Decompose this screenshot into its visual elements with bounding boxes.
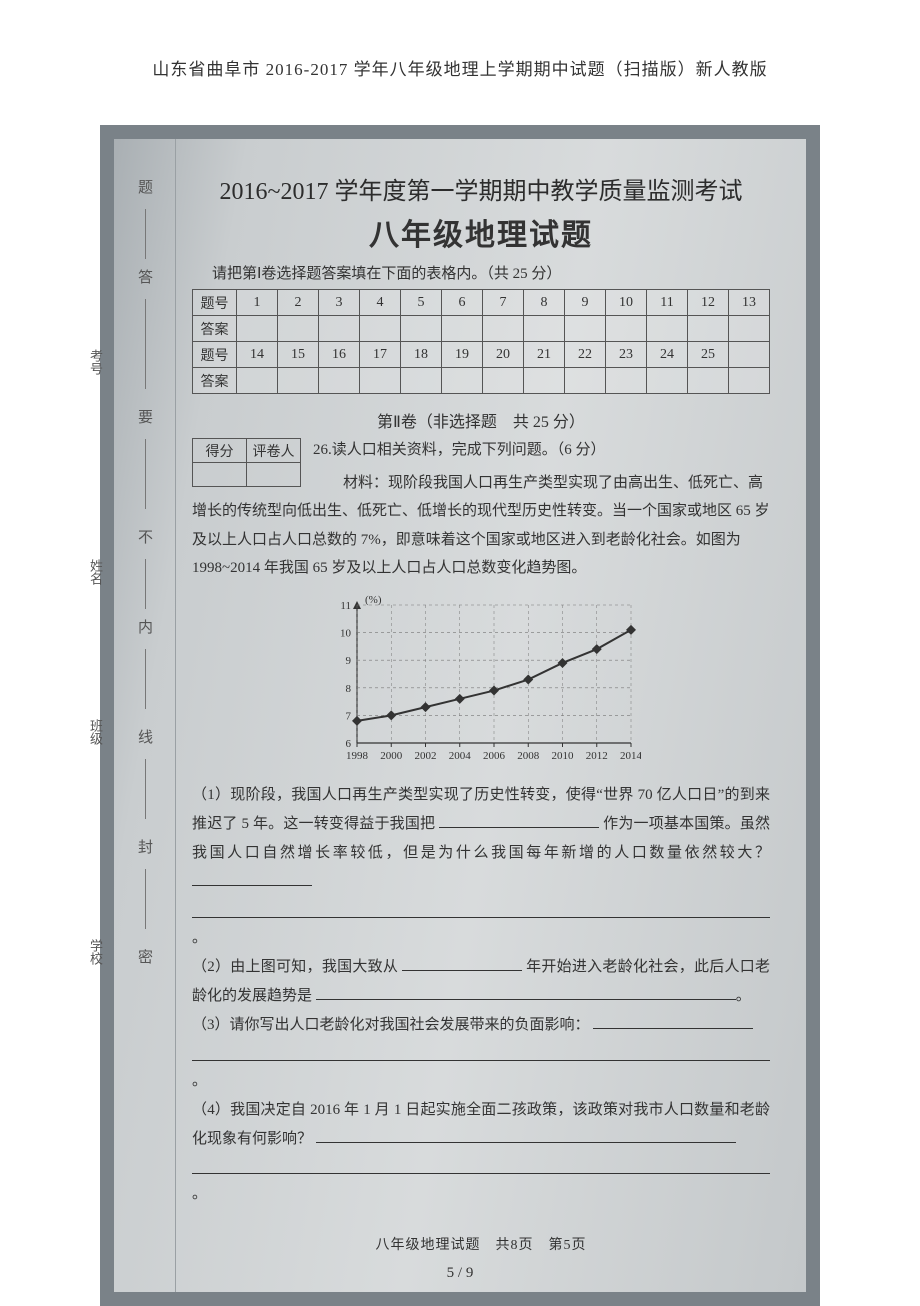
exam-footer: 八年级地理试题 共8页 第5页 — [192, 1234, 770, 1254]
svg-text:10: 10 — [340, 627, 352, 639]
fill-blank — [402, 957, 522, 971]
svg-text:1998: 1998 — [346, 750, 369, 762]
fill-blank — [192, 1160, 770, 1174]
line-chart-svg: 6 7 8 9 10 11 (%) 1998 2000 2002 2004 2006 2008 2010 2… — [321, 591, 641, 771]
table-row: 答案 — [193, 368, 770, 394]
section-2-title: 第Ⅱ卷（非选择题 共 25 分） — [192, 408, 770, 432]
svg-text:(%): (%) — [365, 594, 382, 606]
row-label: 答案 — [193, 368, 237, 394]
fill-blank — [316, 1129, 736, 1143]
svg-text:2004: 2004 — [449, 750, 472, 762]
stub-class: 班级 — [86, 719, 105, 745]
population-chart: 6 7 8 9 10 11 (%) 1998 2000 2002 2004 2006 2008 2010 2… — [321, 591, 641, 771]
svg-text:11: 11 — [340, 600, 351, 612]
binding-char: 答 — [134, 269, 155, 294]
svg-text:2006: 2006 — [483, 750, 506, 762]
q26-part1: （1）现阶段，我国人口再生产类型实现了历史性转变，使得“世界 70 亿人口日”的… — [192, 781, 770, 953]
table-row: 题号 1 2 3 4 5 6 7 8 9 10 11 12 13 — [193, 290, 770, 316]
fill-blank — [593, 1015, 753, 1029]
svg-text:2010: 2010 — [552, 750, 575, 762]
svg-text:8: 8 — [346, 682, 352, 694]
q26-part3: （3）请你写出人口老龄化对我国社会发展带来的负面影响： 。 — [192, 1011, 770, 1096]
stub-name: 姓名 — [86, 559, 105, 585]
fill-blank — [192, 1047, 770, 1061]
stub-exam-no: 考号 — [86, 349, 105, 375]
table-row: 题号 14 15 16 17 18 19 20 21 22 23 24 25 — [193, 342, 770, 368]
q26-part2: （2）由上图可知，我国大致从 年开始进入老龄化社会，此后人口老龄化的发展趋势是 … — [192, 953, 770, 1012]
row-label: 题号 — [193, 342, 237, 368]
scan-outer: 题 答 要 不 内 线 封 密 考号 姓名 班级 学校 2016~2017 学年… — [100, 125, 820, 1306]
table-row: 答案 — [193, 316, 770, 342]
binding-margin: 题 答 要 不 内 线 封 密 考号 姓名 班级 学校 — [114, 139, 176, 1292]
svg-text:9: 9 — [346, 655, 352, 667]
fill-blank — [192, 904, 770, 918]
svg-text:2002: 2002 — [415, 750, 437, 762]
svg-text:2012: 2012 — [586, 750, 608, 762]
q26-part4: （4）我国决定自 2016 年 1 月 1 日起实施全面二孩政策，该政策对我市人… — [192, 1096, 770, 1210]
fill-blank — [316, 986, 736, 1000]
binding-char: 线 — [134, 729, 155, 754]
svg-text:2000: 2000 — [380, 750, 403, 762]
exam-subtitle: 八年级地理试题 — [192, 210, 770, 254]
page-number: 5 / 9 — [0, 1265, 920, 1282]
fill-blank — [192, 872, 312, 886]
binding-char: 封 — [134, 839, 155, 864]
grid-instruction: 请把第Ⅰ卷选择题答案填在下面的表格内。（共 25 分） — [212, 262, 770, 283]
svg-text:（年）: （年） — [633, 748, 641, 762]
stub-school: 学校 — [86, 939, 105, 965]
row-label: 题号 — [193, 290, 237, 316]
svg-text:6: 6 — [346, 738, 352, 750]
answer-grid: 题号 1 2 3 4 5 6 7 8 9 10 11 12 13 答案 题号 — [192, 289, 770, 394]
fill-blank — [439, 814, 599, 828]
binding-char: 题 — [134, 179, 155, 204]
binding-char: 不 — [134, 529, 155, 554]
row-label: 答案 — [193, 316, 237, 342]
score-box: 得分评卷人 — [192, 438, 301, 487]
document-header: 山东省曲阜市 2016-2017 学年八年级地理上学期期中试题（扫描版）新人教版 — [0, 0, 920, 80]
binding-char: 内 — [134, 619, 155, 644]
scan-page: 题 答 要 不 内 线 封 密 考号 姓名 班级 学校 2016~2017 学年… — [114, 139, 806, 1292]
binding-char: 密 — [134, 949, 155, 974]
exam-title: 2016~2017 学年度第一学期期中教学质量监测考试 — [192, 171, 770, 206]
svg-text:2008: 2008 — [517, 750, 540, 762]
svg-text:7: 7 — [346, 710, 352, 722]
binding-char: 要 — [134, 409, 155, 434]
